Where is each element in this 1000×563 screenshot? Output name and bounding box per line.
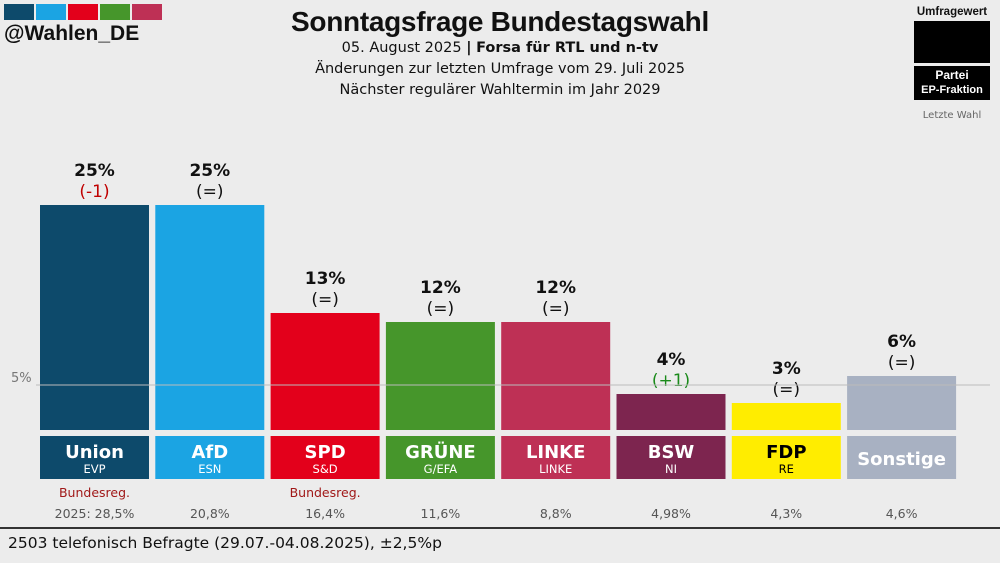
change-label-1: (=) — [196, 182, 224, 202]
change-label-5: (+1) — [652, 371, 690, 391]
bar-0 — [40, 205, 149, 430]
last-election-3: 11,6% — [421, 506, 461, 521]
party-group-3: G/EFA — [424, 462, 458, 476]
last-election-0: 2025: 28,5% — [55, 506, 135, 521]
party-label-box-1 — [155, 436, 265, 479]
poll-institute: Forsa für RTL und n-tv — [476, 40, 659, 56]
party-group-0: EVP — [83, 462, 105, 476]
party-group-1: ESN — [198, 462, 221, 476]
change-label-6: (=) — [773, 380, 801, 400]
party-name-1: AfD — [191, 442, 228, 463]
change-label-2: (=) — [311, 290, 339, 310]
legend-party-box: Partei EP-Fraktion — [914, 66, 990, 100]
last-election-6: 4,3% — [770, 506, 802, 521]
party-group-5: NI — [665, 462, 677, 476]
party-label-box-6 — [731, 436, 841, 479]
brand-color-stripe — [4, 4, 164, 20]
source-separator: | — [466, 40, 472, 56]
party-name-4: LINKE — [526, 442, 585, 463]
party-name-7: Sonstige — [857, 449, 946, 470]
threshold-label: 5% — [11, 371, 32, 386]
party-name-2: SPD — [305, 442, 346, 463]
next-election-note: Nächster regulärer Wahltermin im Jahr 20… — [339, 82, 661, 98]
brand-stripe-segment — [100, 4, 130, 20]
value-label-4: 12% — [535, 278, 576, 298]
poll-source-line: 05. August 2025 | Forsa für RTL und n-tv — [200, 38, 800, 59]
party-label-box-7 — [847, 436, 957, 479]
chart-title: Sonntagsfrage Bundestagswahl — [291, 6, 709, 37]
change-label-7: (=) — [888, 353, 916, 373]
legend-last-election-label: Letzte Wahl — [922, 110, 982, 121]
brand-stripe-segment — [68, 4, 98, 20]
value-label-7: 6% — [887, 332, 916, 352]
brand-handle: @Wahlen_DE — [4, 22, 140, 45]
bar-5 — [616, 394, 726, 430]
footer-divider — [0, 527, 1000, 529]
party-label-box-3 — [385, 436, 495, 479]
bar-4 — [501, 322, 611, 430]
legend-party-label: Partei — [935, 68, 969, 82]
value-label-5: 4% — [657, 350, 686, 370]
legend-bar-swatch — [914, 21, 990, 63]
party-label-box-2 — [270, 436, 380, 479]
government-note-2: Bundesreg. — [290, 485, 361, 500]
last-election-4: 8,8% — [540, 506, 572, 521]
party-group-6: RE — [779, 462, 794, 476]
value-label-6: 3% — [772, 359, 801, 379]
last-election-7: 4,6% — [886, 506, 918, 521]
value-label-2: 13% — [305, 269, 346, 289]
chart-header: Sonntagsfrage Bundestagswahl 05. August … — [200, 6, 800, 101]
bar-6 — [731, 403, 841, 430]
legend: Umfragewert Partei EP-Fraktion Letzte Wa… — [912, 6, 992, 121]
party-name-0: Union — [65, 442, 124, 463]
last-election-1: 20,8% — [190, 506, 230, 521]
party-label-box-5 — [616, 436, 726, 479]
changes-note: Änderungen zur letzten Umfrage vom 29. J… — [315, 61, 685, 77]
last-election-2: 16,4% — [305, 506, 345, 521]
bar-3 — [385, 322, 495, 430]
party-group-2: S&D — [313, 462, 338, 476]
bar-2 — [270, 313, 380, 430]
value-label-0: 25% — [74, 161, 115, 181]
change-label-3: (=) — [427, 299, 455, 319]
bar-1 — [155, 205, 265, 430]
bar-7 — [847, 376, 957, 430]
last-election-5: 4,98% — [651, 506, 691, 521]
party-name-5: BSW — [648, 442, 695, 463]
legend-group-label: EP-Fraktion — [921, 84, 983, 96]
poll-date: 05. August 2025 — [341, 40, 462, 56]
value-label-1: 25% — [189, 161, 230, 181]
brand: @Wahlen_DE — [4, 4, 164, 46]
party-group-4: LINKE — [539, 462, 572, 476]
party-label-box-0 — [40, 436, 149, 479]
brand-stripe-segment — [4, 4, 34, 20]
change-label-0: (-1) — [79, 182, 109, 202]
legend-poll-value-label: Umfragewert — [916, 6, 988, 18]
party-name-3: GRÜNE — [405, 441, 476, 463]
party-name-6: FDP — [766, 442, 806, 463]
brand-stripe-segment — [132, 4, 162, 20]
value-label-3: 12% — [420, 278, 461, 298]
brand-stripe-segment — [36, 4, 66, 20]
footer-note: 2503 telefonisch Befragte (29.07.-04.08.… — [8, 534, 442, 552]
party-label-box-4 — [501, 436, 611, 479]
change-label-4: (=) — [542, 299, 570, 319]
government-note-0: Bundesreg. — [59, 485, 130, 500]
